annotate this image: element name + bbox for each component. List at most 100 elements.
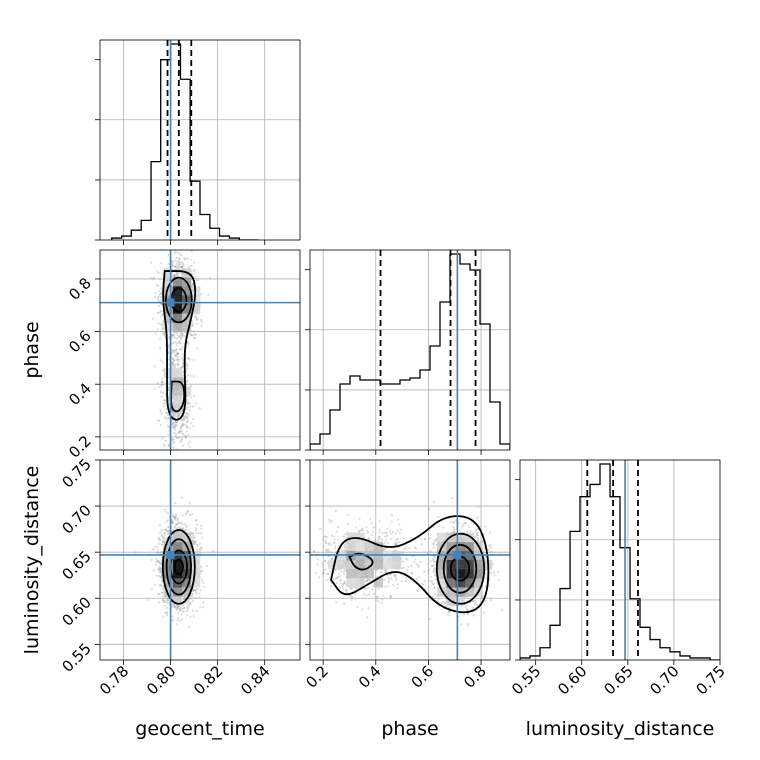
sample-point (159, 390, 162, 393)
sample-point (184, 436, 187, 439)
sample-point (183, 334, 186, 338)
sample-point (188, 501, 191, 505)
sample-point (322, 572, 325, 575)
sample-point (162, 615, 165, 618)
sample-point (172, 350, 175, 353)
x-tick-label-luminosity-distance: 0.75 (692, 662, 728, 698)
panel-frame (99, 39, 301, 241)
x-tick-label-luminosity-distance: 0.55 (508, 662, 544, 698)
sample-point (134, 551, 137, 554)
sample-point (163, 334, 166, 337)
sample-point (176, 267, 179, 270)
sample-point (177, 522, 180, 525)
sample-point (174, 518, 177, 521)
sample-point (180, 265, 183, 268)
sample-point (195, 316, 198, 319)
sample-point (192, 534, 195, 537)
sample-point (196, 322, 199, 325)
sample-point (181, 353, 184, 356)
sample-point (158, 584, 161, 587)
sample-point (187, 602, 191, 605)
sample-point (180, 438, 183, 441)
sample-point (157, 592, 161, 595)
contour-line (164, 276, 193, 324)
sample-point (490, 546, 493, 549)
sample-point (188, 414, 191, 417)
sample-point (382, 548, 385, 551)
sample-point (159, 567, 162, 570)
sample-point (159, 347, 162, 350)
sample-point (195, 531, 198, 535)
sample-point (395, 543, 398, 546)
sample-point (351, 596, 354, 599)
sample-point (179, 266, 182, 269)
sample-point (171, 342, 174, 345)
sample-point (190, 333, 193, 337)
sample-point (188, 358, 191, 361)
sample-point (172, 275, 176, 278)
sample-point (158, 386, 161, 389)
sample-point (202, 585, 205, 589)
sample-point (201, 569, 204, 573)
sample-point (181, 262, 184, 265)
sample-point (180, 609, 184, 612)
sample-point (187, 433, 190, 436)
sample-point (163, 398, 166, 401)
sample-point (156, 560, 159, 563)
sample-point (185, 513, 188, 516)
sample-point (194, 316, 197, 319)
sample-point (164, 411, 167, 414)
scatter-panel-phase-vs-luminosity-distance: 0.2 0.4 0.6 0.8 (302, 459, 511, 692)
sample-point (417, 576, 420, 579)
sample-point (343, 572, 346, 576)
sample-point (172, 440, 175, 444)
sample-point (485, 577, 488, 580)
sample-point (175, 344, 178, 347)
sample-point (181, 432, 184, 435)
sample-point (181, 332, 184, 335)
sample-point (171, 364, 174, 367)
panel-frame (519, 459, 721, 661)
sample-point (167, 532, 170, 535)
sample-point (200, 546, 203, 550)
sample-point (165, 520, 168, 523)
contour-line (170, 380, 186, 413)
sample-point (185, 512, 188, 515)
density-cell (163, 322, 174, 333)
sample-point (173, 273, 176, 276)
y-tick-label-luminosity-distance: 0.65 (58, 547, 94, 583)
sample-point (157, 560, 160, 563)
sample-point (177, 352, 180, 356)
sample-point (181, 514, 184, 517)
sample-point (194, 540, 197, 543)
sample-point (174, 273, 178, 276)
sample-point (159, 570, 162, 573)
sample-point (167, 445, 170, 448)
sample-point (157, 311, 160, 314)
sample-point (160, 412, 163, 416)
sample-point (175, 424, 179, 427)
sample-point (178, 431, 181, 434)
sample-point (178, 530, 181, 533)
sample-point (193, 315, 196, 318)
sample-point (194, 275, 197, 278)
density-cell (172, 404, 183, 414)
sample-point (172, 438, 175, 441)
sample-point (199, 565, 203, 568)
sample-point (199, 532, 203, 535)
sample-point (200, 527, 203, 530)
sample-point (205, 564, 208, 567)
sample-point (188, 440, 191, 443)
sample-point (187, 420, 190, 423)
sample-point (175, 420, 178, 423)
sample-point (173, 516, 176, 519)
sample-point (182, 422, 185, 426)
sample-point (186, 368, 189, 371)
sample-point (433, 555, 436, 558)
sample-point (157, 284, 160, 287)
sample-point (174, 515, 177, 519)
sample-point (414, 547, 418, 550)
sample-point (158, 293, 161, 296)
sample-point (160, 391, 163, 394)
sample-point (177, 611, 180, 615)
